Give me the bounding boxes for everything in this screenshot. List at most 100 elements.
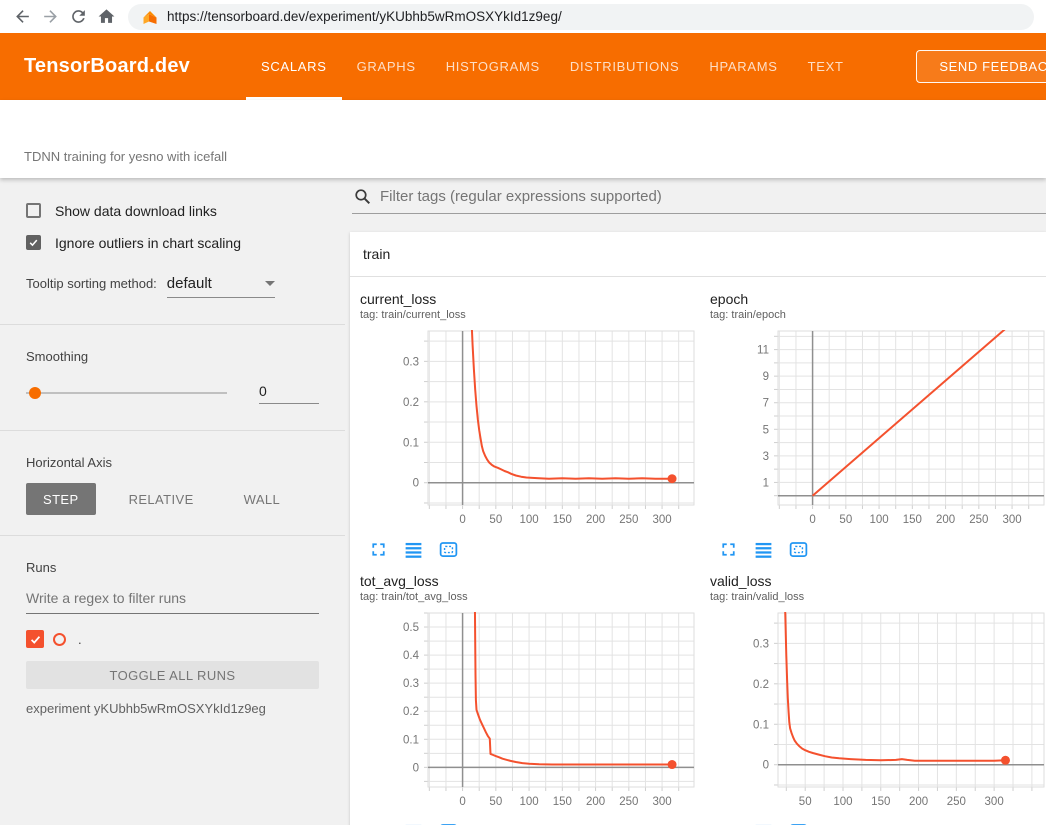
browser-toolbar: https://tensorboard.dev/experiment/yKUbh…: [0, 0, 1046, 33]
fit-domain-icon[interactable]: [436, 537, 460, 561]
train-section-header[interactable]: train: [350, 232, 1046, 277]
svg-text:200: 200: [586, 796, 605, 808]
chart-title: epoch: [710, 291, 1046, 309]
smoothing-slider-thumb[interactable]: [29, 387, 41, 399]
svg-text:0: 0: [413, 762, 419, 774]
chart-card-tot-avg-loss: tot_avg_loss tag: train/tot_avg_loss 00.…: [360, 573, 710, 825]
chevron-down-icon: [265, 281, 275, 286]
section-title: train: [363, 246, 390, 262]
forward-icon[interactable]: [36, 3, 64, 31]
chart-tag: tag: train/tot_avg_loss: [360, 591, 710, 605]
url-text: https://tensorboard.dev/experiment/yKUbh…: [167, 9, 562, 24]
axis-step-button[interactable]: STEP: [26, 483, 96, 515]
expand-chart-icon[interactable]: [366, 537, 390, 561]
svg-text:50: 50: [799, 796, 812, 808]
tab-text[interactable]: TEXT: [793, 33, 859, 100]
svg-text:300: 300: [985, 796, 1004, 808]
tab-distributions[interactable]: DISTRIBUTIONS: [555, 33, 695, 100]
expand-chart-icon[interactable]: [716, 537, 740, 561]
chart-actions: [366, 819, 710, 825]
svg-text:0.3: 0.3: [403, 678, 419, 690]
tooltip-sorting-label: Tooltip sorting method:: [26, 276, 157, 291]
chart-tag: tag: train/valid_loss: [710, 591, 1046, 605]
tooltip-sorting-select[interactable]: default: [167, 275, 275, 298]
divider: [0, 535, 345, 536]
chart-card-epoch: epoch tag: train/epoch 13579110501001502…: [710, 291, 1046, 561]
svg-text:0.1: 0.1: [753, 719, 769, 731]
tab-graphs[interactable]: GRAPHS: [342, 33, 431, 100]
run-name: .: [78, 632, 82, 647]
send-feedback-button[interactable]: SEND FEEDBACK: [916, 50, 1046, 83]
fit-domain-icon[interactable]: [436, 819, 460, 825]
svg-text:0.1: 0.1: [403, 437, 419, 449]
main-panel: train current_loss tag: train/current_lo…: [345, 178, 1046, 825]
svg-text:200: 200: [586, 514, 605, 526]
axis-relative-button[interactable]: RELATIVE: [112, 483, 211, 515]
run-row: .: [26, 629, 319, 649]
svg-text:100: 100: [519, 514, 538, 526]
runs-filter-input[interactable]: [26, 590, 319, 614]
address-bar[interactable]: https://tensorboard.dev/experiment/yKUbh…: [128, 4, 1034, 30]
horizontal-lines-icon[interactable]: [751, 819, 775, 825]
expand-chart-icon[interactable]: [366, 819, 390, 825]
svg-text:100: 100: [519, 796, 538, 808]
app-logo: TensorBoard.dev: [24, 55, 190, 78]
expand-chart-icon[interactable]: [716, 819, 740, 825]
experiment-title: TDNN training for yesno with icefall: [24, 149, 227, 164]
chart-tag: tag: train/current_loss: [360, 309, 710, 323]
tab-hparams[interactable]: HPARAMS: [694, 33, 792, 100]
search-icon: [354, 188, 371, 205]
fit-domain-icon[interactable]: [786, 537, 810, 561]
svg-text:250: 250: [947, 796, 966, 808]
svg-text:0: 0: [763, 760, 769, 772]
svg-text:0.3: 0.3: [753, 638, 769, 650]
horizontal-lines-icon[interactable]: [401, 537, 425, 561]
back-icon[interactable]: [8, 3, 36, 31]
smoothing-slider[interactable]: [26, 392, 227, 394]
chart-actions: [716, 819, 1046, 825]
svg-text:5: 5: [763, 424, 769, 436]
run-checkbox[interactable]: [26, 630, 44, 648]
svg-text:300: 300: [652, 796, 671, 808]
tag-filter-input[interactable]: [380, 188, 1046, 205]
line-chart[interactable]: 00.10.20.350100150200250300: [710, 609, 1046, 817]
home-icon[interactable]: [92, 3, 120, 31]
chart-actions: [366, 537, 710, 561]
axis-wall-button[interactable]: WALL: [227, 483, 298, 515]
svg-text:50: 50: [839, 514, 852, 526]
fit-domain-icon[interactable]: [786, 819, 810, 825]
svg-text:150: 150: [553, 514, 572, 526]
svg-text:0.5: 0.5: [403, 622, 419, 634]
tab-histograms[interactable]: HISTOGRAMS: [431, 33, 555, 100]
toggle-all-runs-button[interactable]: TOGGLE ALL RUNS: [26, 661, 319, 689]
refresh-icon[interactable]: [64, 3, 92, 31]
svg-text:250: 250: [619, 796, 638, 808]
line-chart[interactable]: 00.10.20.3050100150200250300: [360, 327, 696, 535]
line-chart[interactable]: 00.10.20.30.40.5050100150200250300: [360, 609, 696, 817]
smoothing-value-field[interactable]: 0: [259, 383, 319, 404]
svg-text:150: 150: [871, 796, 890, 808]
svg-text:100: 100: [869, 514, 888, 526]
svg-text:0: 0: [413, 478, 419, 490]
svg-text:1: 1: [763, 477, 769, 489]
divider: [0, 430, 345, 431]
line-chart[interactable]: 1357911050100150200250300: [710, 327, 1046, 535]
charts-grid: current_loss tag: train/current_loss 0 0.…: [350, 277, 1046, 825]
ignore-outliers-checkbox[interactable]: [26, 235, 41, 250]
check-icon: [28, 236, 39, 249]
svg-text:0.2: 0.2: [753, 679, 769, 691]
horizontal-lines-icon[interactable]: [401, 819, 425, 825]
experiment-id-label: experiment yKUbhb5wRmOSXYkId1z9eg: [26, 701, 319, 716]
chart-title: valid_loss: [710, 573, 1046, 591]
svg-text:50: 50: [489, 796, 502, 808]
content: Show data download links Ignore outliers…: [0, 178, 1046, 825]
chart-title: current_loss: [360, 291, 710, 309]
show-download-links-label: Show data download links: [55, 203, 217, 219]
ignore-outliers-label: Ignore outliers in chart scaling: [55, 235, 241, 251]
show-download-links-checkbox[interactable]: [26, 203, 41, 218]
tag-filter: [352, 184, 1046, 214]
run-color-swatch: [53, 633, 66, 646]
nav-tabs: SCALARS GRAPHS HISTOGRAMS DISTRIBUTIONS …: [246, 33, 859, 100]
horizontal-lines-icon[interactable]: [751, 537, 775, 561]
tab-scalars[interactable]: SCALARS: [246, 33, 342, 100]
